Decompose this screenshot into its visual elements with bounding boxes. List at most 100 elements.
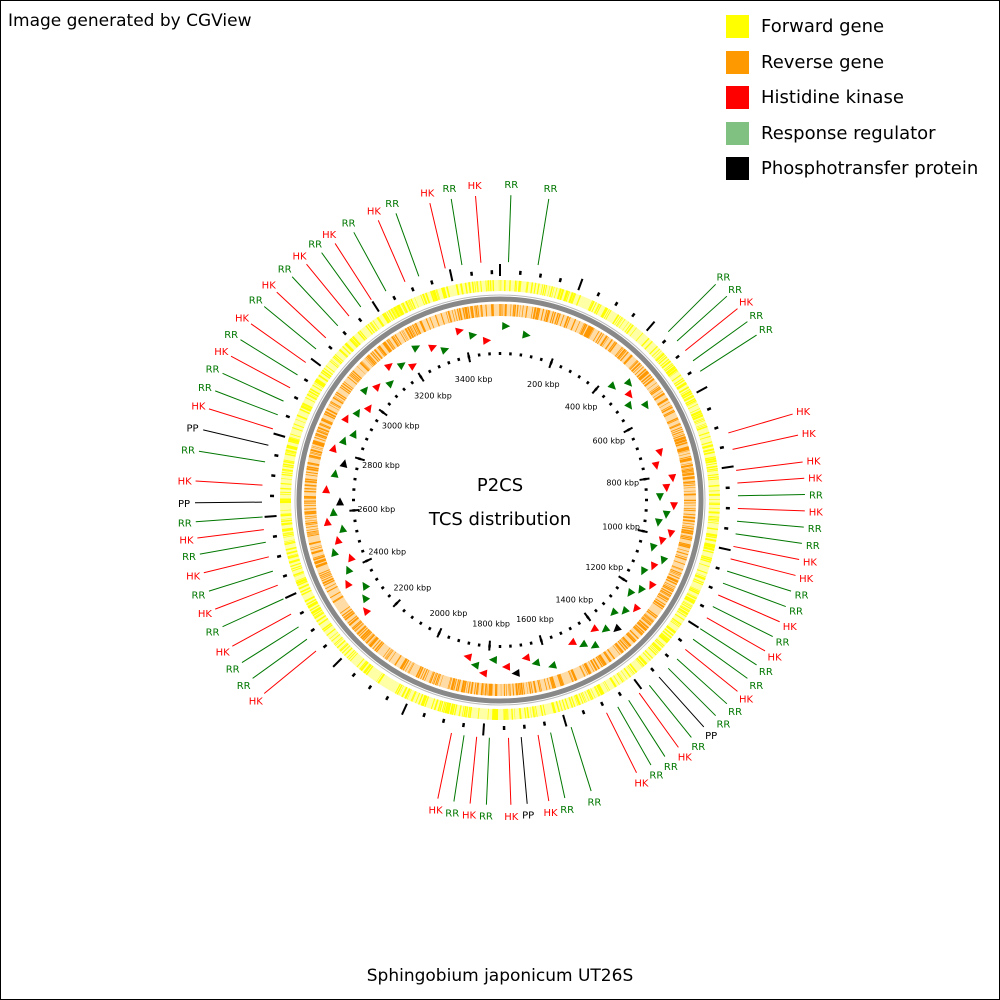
- feature-marker-rr: [346, 565, 354, 575]
- feature-label-rr: RR: [691, 742, 705, 753]
- feature-marker-hk: [521, 653, 531, 662]
- feature-label-hk: HK: [462, 810, 477, 821]
- callout-line: [453, 735, 465, 802]
- scale-label: 400 kbp: [565, 402, 598, 411]
- outer-tick: [272, 534, 278, 539]
- scale-label: 2400 kbp: [368, 548, 406, 557]
- callout-line: [215, 390, 278, 416]
- callout-line: [507, 737, 512, 805]
- outer-tick: [687, 620, 700, 629]
- outer-tick: [441, 718, 446, 724]
- callout-line: [198, 450, 266, 463]
- callout-line: [718, 594, 780, 623]
- feature-marker-rr: [362, 581, 371, 591]
- callout-line: [263, 306, 317, 350]
- feature-marker-rr: [621, 605, 630, 615]
- scale-label: 1200 kbp: [585, 563, 623, 572]
- outer-tick: [577, 278, 584, 291]
- inner-tick: [355, 529, 359, 533]
- outer-tick: [675, 354, 680, 360]
- inner-tick: [638, 539, 643, 543]
- inner-tick: [594, 608, 598, 613]
- callout-line: [208, 570, 274, 592]
- feature-marker-hk: [624, 389, 633, 399]
- callout-line: [321, 252, 362, 308]
- feature-label-rr: RR: [181, 445, 195, 456]
- outer-tick: [322, 643, 328, 649]
- scale-ticks: 200 kbp 400 kbp 600 kbp 800 kbp 1000 kbp 1200…: [264, 264, 734, 736]
- feature-label-pp: PP: [705, 731, 717, 742]
- inner-tick: [355, 467, 359, 471]
- inner-tick: [374, 418, 379, 423]
- callout-line: [437, 732, 452, 799]
- inner-tick: [374, 577, 379, 582]
- feature-marker-rr: [601, 624, 611, 633]
- inner-tick: [641, 467, 645, 471]
- feature-marker-rr: [662, 510, 671, 519]
- outer-tick: [581, 709, 586, 715]
- legend-item-reverse-gene: Reverse gene: [726, 45, 978, 81]
- outer-tick: [661, 339, 667, 344]
- outer-tick: [461, 722, 466, 728]
- feature-marker-hk: [670, 502, 679, 511]
- callout-line: [520, 737, 528, 804]
- callout-line: [203, 429, 269, 446]
- callout-line: [692, 321, 748, 362]
- feature-label-hk: HK: [191, 402, 206, 413]
- outer-tick: [631, 312, 636, 318]
- outer-tick: [273, 432, 286, 438]
- outer-tick: [310, 357, 322, 367]
- organism-name: Sphingobium japonicum UT26S: [366, 966, 634, 986]
- feature-label-pp: PP: [178, 499, 190, 510]
- feature-label-rr: RR: [728, 707, 742, 718]
- callout-line: [353, 232, 387, 292]
- callout-line: [208, 408, 274, 430]
- feature-label-hk: HK: [292, 252, 307, 263]
- feature-label-rr: RR: [808, 524, 822, 535]
- callout-line: [722, 582, 786, 608]
- feature-label-hk: HK: [179, 535, 194, 546]
- feature-label-hk: HK: [799, 574, 814, 585]
- inner-tick: [529, 641, 533, 645]
- feature-label-hk: HK: [634, 779, 649, 790]
- feature-marker-rr: [655, 493, 664, 502]
- outer-tick: [719, 445, 725, 450]
- outer-tick: [303, 378, 309, 383]
- feature-label-pp: PP: [522, 811, 534, 822]
- feature-marker-hk: [651, 461, 660, 470]
- callout-line: [737, 507, 805, 512]
- feature-marker-hk: [658, 536, 667, 546]
- inner-tick: [577, 374, 582, 379]
- scale-label: 2600 kbp: [357, 505, 395, 514]
- callout-line: [429, 203, 446, 269]
- feature-marker-rr: [531, 658, 541, 667]
- callout-line: [475, 195, 482, 263]
- outer-tick: [677, 637, 683, 643]
- legend-item-histidine-kinase: Histidine kinase: [726, 80, 978, 116]
- inner-tick: [369, 568, 374, 573]
- legend: Forward gene Reverse gene Histidine kina…: [726, 9, 978, 187]
- outer-tick: [650, 667, 655, 672]
- feature-label-rr: RR: [759, 325, 773, 336]
- inner-tick: [631, 437, 636, 441]
- feature-marker-hk: [590, 624, 600, 633]
- feature-marker-hk: [655, 447, 663, 457]
- inner-tick: [601, 394, 606, 399]
- inner-tick: [635, 447, 640, 451]
- feature-marker-hk: [668, 473, 677, 483]
- callout-line: [276, 291, 327, 339]
- feature-label-hk: HK: [429, 805, 444, 816]
- feature-marker-rr: [470, 661, 480, 670]
- outer-tick: [310, 627, 316, 633]
- legend-label-response-regulator: Response regulator: [761, 122, 936, 144]
- feature-marker-rr: [385, 380, 394, 389]
- outer-tick: [285, 414, 291, 419]
- legend-swatch-forward-gene: [726, 15, 749, 39]
- outer-tick: [562, 714, 568, 727]
- inner-tick: [601, 601, 606, 606]
- inner-tick: [364, 437, 369, 441]
- callout-line: [676, 658, 728, 705]
- outer-tick: [715, 566, 720, 570]
- scale-label: 2800 kbp: [362, 461, 400, 470]
